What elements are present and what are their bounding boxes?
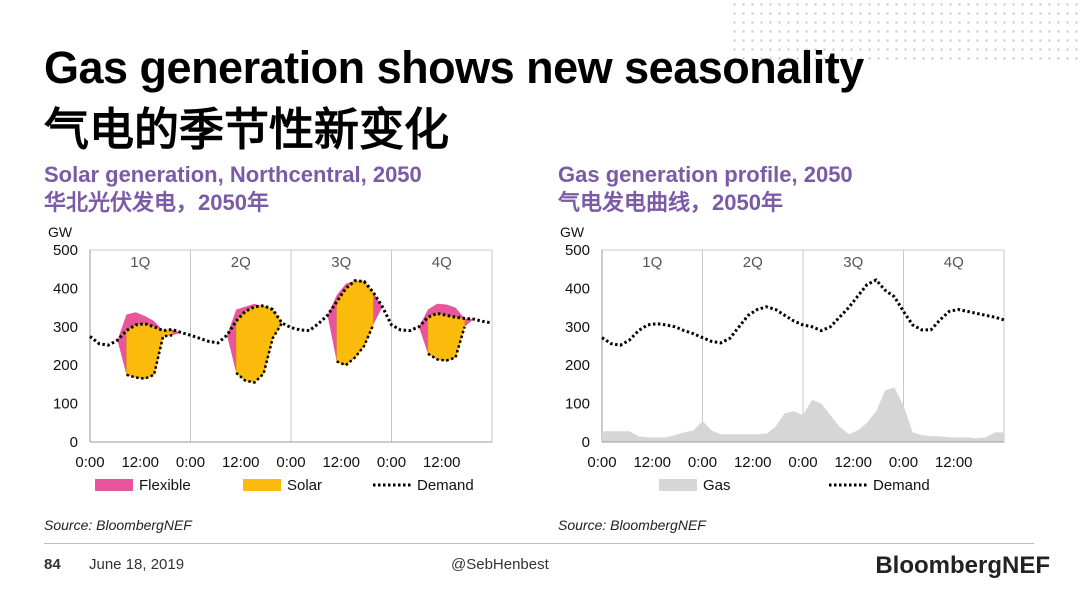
quarter-label: 3Q: [843, 254, 863, 271]
legend-solar-label: Solar: [287, 477, 322, 494]
x-tick-label: 12:00: [322, 454, 360, 471]
x-tick-label: 0:00: [176, 454, 205, 471]
y-tick-label: 200: [565, 357, 590, 374]
x-tick-label: 0:00: [889, 454, 918, 471]
chart2-title-block: Gas generation profile, 2050 气电发电曲线，2050…: [558, 161, 853, 217]
x-tick-label: 0:00: [688, 454, 717, 471]
slide-date: June 18, 2019: [89, 556, 185, 573]
chart1-title: Solar generation, Northcentral, 2050: [44, 162, 422, 187]
chart1-title-block: Solar generation, Northcentral, 2050 华北光…: [44, 161, 422, 217]
chart2-subtitle: 气电发电曲线，2050年: [558, 190, 783, 215]
y-tick-label: 200: [53, 357, 78, 374]
x-tick-label: 0:00: [788, 454, 817, 471]
decorative-dot-pattern: [730, 0, 1080, 60]
solar-bottom-edge: [427, 326, 466, 362]
legend-gas-label: Gas: [703, 477, 731, 494]
quarter-label: 4Q: [432, 254, 452, 271]
quarter-label: 1Q: [642, 254, 662, 271]
x-tick-label: 0:00: [587, 454, 616, 471]
chart1-subtitle: 华北光伏发电，2050年: [44, 190, 269, 215]
x-tick-label: 12:00: [222, 454, 260, 471]
y-tick-label: 300: [53, 319, 78, 336]
x-tick-label: 0:00: [276, 454, 305, 471]
twitter-handle: @SebHenbest: [451, 556, 549, 573]
legend-flexible-swatch: [95, 479, 133, 491]
footer-divider: [44, 543, 1034, 544]
legend-solar-swatch: [243, 479, 281, 491]
solar-area: [336, 280, 374, 366]
gas-area: [602, 387, 1004, 442]
y-tick-label: 100: [53, 396, 78, 413]
legend-flexible-label: Flexible: [139, 477, 191, 494]
quarter-label: 3Q: [331, 254, 351, 271]
chart2-title: Gas generation profile, 2050: [558, 162, 853, 187]
quarter-label: 2Q: [743, 254, 763, 271]
x-tick-label: 0:00: [377, 454, 406, 471]
y-tick-label: 100: [565, 396, 590, 413]
legend-demand-label: Demand: [417, 477, 474, 494]
y-tick-label: 0: [582, 434, 590, 451]
chart1-source: Source: BloombergNEF: [44, 517, 192, 533]
y-tick-label: 500: [565, 242, 590, 259]
quarter-label: 2Q: [231, 254, 251, 271]
legend-gas-swatch: [659, 479, 697, 491]
y-tick-label: 500: [53, 242, 78, 259]
solar-bottom-edge: [336, 324, 375, 367]
solar-generation-chart: 1Q 2Q 3Q 4Q GW 0 100 200 300 400 500 0:00 12:00 0:00 1…: [48, 224, 493, 494]
demand-line: [601, 278, 1005, 347]
y-axis-label: GW: [560, 224, 585, 240]
quarter-label: 4Q: [944, 254, 964, 271]
solar-area: [235, 305, 283, 383]
x-tick-label: 12:00: [834, 454, 872, 471]
solar-area: [427, 313, 465, 361]
x-tick-label: 12:00: [935, 454, 973, 471]
legend-demand-label: Demand: [873, 477, 930, 494]
y-tick-label: 0: [70, 434, 78, 451]
chart2-source: Source: BloombergNEF: [558, 517, 706, 533]
solar-area: [126, 323, 173, 379]
y-tick-label: 300: [565, 319, 590, 336]
y-axis-label: GW: [48, 224, 73, 240]
x-tick-label: 12:00: [121, 454, 159, 471]
x-tick-label: 0:00: [75, 454, 104, 471]
gas-generation-chart: 1Q 2Q 3Q 4Q GW 0 100 200 300 400 500 0:00 12:00 0:00 1…: [560, 224, 1005, 494]
x-tick-label: 12:00: [633, 454, 671, 471]
page-number: 84: [44, 556, 61, 573]
x-tick-label: 12:00: [734, 454, 772, 471]
quarter-label: 1Q: [130, 254, 150, 271]
y-tick-label: 400: [53, 280, 78, 297]
slide-title-en: Gas generation shows new seasonality: [44, 42, 864, 93]
x-tick-label: 12:00: [423, 454, 461, 471]
y-tick-label: 400: [565, 280, 590, 297]
brand-logo: BloombergNEF: [875, 552, 1050, 579]
slide-title-zh: 气电的季节性新变化: [44, 104, 450, 155]
